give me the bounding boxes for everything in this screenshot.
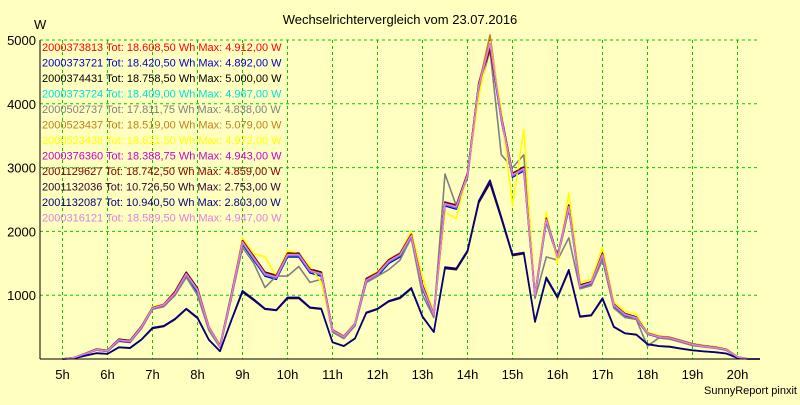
x-tick-label: 9h xyxy=(235,367,249,382)
x-tick-label: 20h xyxy=(727,367,749,382)
x-tick-label: 14h xyxy=(457,367,479,382)
grid-lines xyxy=(40,39,760,359)
x-tick-label: 17h xyxy=(592,367,614,382)
legend-entry: 2001132036 Tot: 10.726,50 Wh Max: 2.753,… xyxy=(42,182,281,194)
y-tick-label: 3000 xyxy=(7,161,36,176)
y-tick-label: 4000 xyxy=(7,97,36,112)
legend-entry: 2000373721 Tot: 18.420,50 Wh Max: 4.892,… xyxy=(42,58,282,70)
series-line xyxy=(62,179,760,360)
x-tick-label: 19h xyxy=(682,367,704,382)
legend-entry: 2000523438 Tot: 18.621,50 Wh Max: 4.972,… xyxy=(42,135,282,147)
series-lines xyxy=(62,34,760,360)
x-tick-label: 18h xyxy=(637,367,659,382)
axes xyxy=(39,40,760,360)
x-tick-label: 12h xyxy=(367,367,389,382)
legend-entry: 2000502737 Tot: 17.811,75 Wh Max: 4.838,… xyxy=(42,104,281,116)
legend-entry: 2001132087 Tot: 10.940,50 Wh Max: 2.803,… xyxy=(42,197,281,209)
x-tick-label: 6h xyxy=(100,367,114,382)
legend-entry: 2000523437 Tot: 18.519,00 Wh Max: 5.079,… xyxy=(42,120,282,132)
x-tick-label: 11h xyxy=(322,367,343,382)
x-tick-label: 7h xyxy=(145,367,159,382)
x-tick-label: 8h xyxy=(190,367,204,382)
legend-entry: 2000373813 Tot: 18.608,50 Wh Max: 4.912,… xyxy=(42,42,282,54)
x-tick-label: 5h xyxy=(55,367,69,382)
legend-entry: 2000316121 Tot: 18.589,50 Wh Max: 4.947,… xyxy=(42,213,282,225)
legend: 2000373813 Tot: 18.608,50 Wh Max: 4.912,… xyxy=(42,42,282,225)
x-tick-label: 13h xyxy=(412,367,434,382)
y-axis-ticks: 1000 2000 3000 4000 5000 xyxy=(7,33,36,303)
y-axis-unit-label: W xyxy=(34,17,47,32)
legend-entry: 2001129627 Tot: 18.742,50 Wh Max: 4.859,… xyxy=(42,166,281,178)
x-axis-ticks: 5h 6h 7h 8h 9h 10h 11h 12h 13h 14h 15h 16h 17h 18h 19h… xyxy=(55,367,748,382)
chart-title: Wechselrichtervergleich vom 23.07.2016 xyxy=(283,12,518,27)
footer-credit: SunnyReport pinxit xyxy=(704,385,797,397)
y-tick-label: 2000 xyxy=(7,224,36,239)
y-tick-label: 5000 xyxy=(7,33,36,48)
series-line xyxy=(62,42,760,360)
legend-entry: 2000373724 Tot: 18.409,00 Wh Max: 4.967,… xyxy=(42,89,282,101)
x-tick-label: 16h xyxy=(547,367,569,382)
y-tick-label: 1000 xyxy=(7,288,36,303)
x-tick-label: 15h xyxy=(502,367,524,382)
legend-entry: 2000376360 Tot: 18.388,75 Wh Max: 4.943,… xyxy=(42,151,282,163)
legend-entry: 2000374431 Tot: 18.758,50 Wh Max: 5.000,… xyxy=(42,73,282,85)
x-tick-label: 10h xyxy=(277,367,299,382)
